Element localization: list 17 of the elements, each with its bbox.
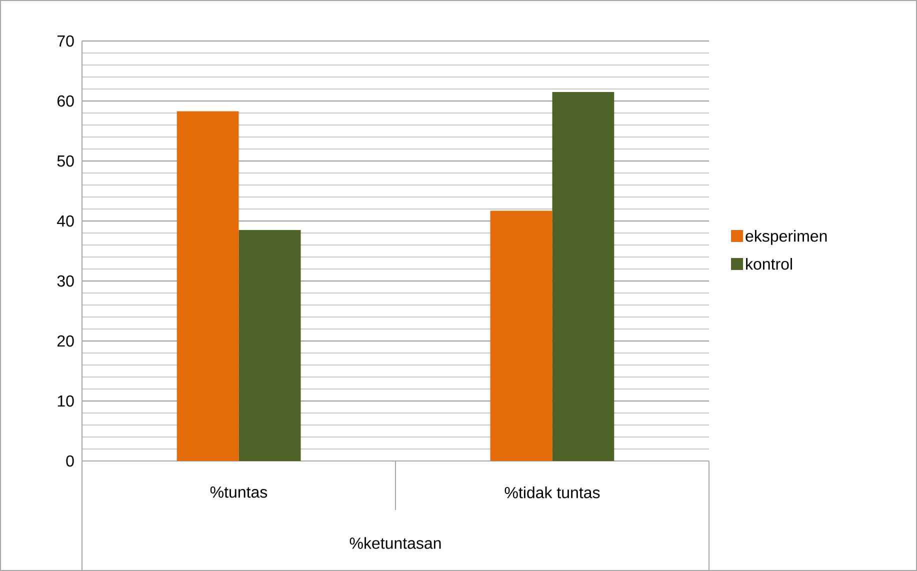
x-tick-label: %tidak tuntas [504, 486, 600, 498]
bar [238, 230, 301, 461]
y-tick-label: 70 [57, 35, 74, 47]
y-tick-label: 10 [58, 395, 74, 407]
bar [490, 210, 552, 461]
x-axis-title: %ketuntasan [350, 537, 441, 549]
y-tick-label: 40 [57, 215, 74, 227]
y-tick-label: 50 [57, 155, 74, 167]
y-tick-label: 60 [57, 95, 74, 107]
legend-label: kontrol [746, 258, 792, 270]
bar [176, 111, 239, 461]
x-tick-label: %tuntas [210, 486, 268, 498]
y-tick-label: 20 [57, 335, 74, 347]
y-tick-label: 0 [66, 455, 74, 467]
legend-label: eksperimen [746, 230, 827, 245]
bar [552, 92, 614, 461]
y-tick-label: 30 [57, 275, 74, 287]
